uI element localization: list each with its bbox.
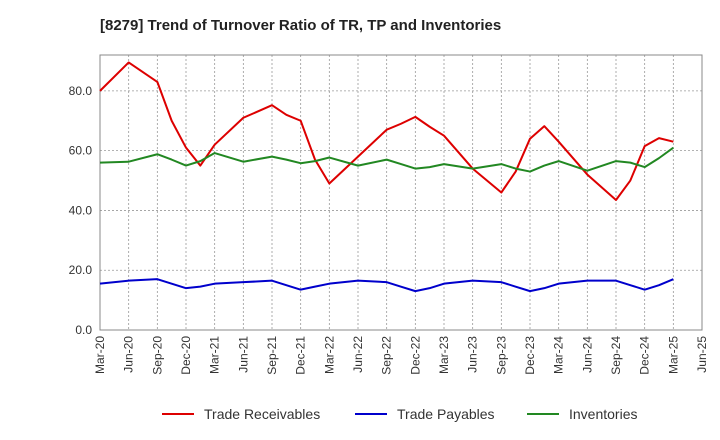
x-tick-label: Jun-23	[466, 336, 480, 373]
series-line	[99, 146, 674, 173]
x-tick-label: Mar-20	[93, 336, 107, 374]
x-tick-label: Mar-25	[666, 336, 680, 374]
x-tick-label: Jun-22	[351, 336, 365, 373]
y-tick-label: 20.0	[69, 263, 93, 277]
grid	[99, 55, 703, 331]
x-tick-label: Sep-23	[494, 336, 508, 375]
x-tick-label: Mar-23	[437, 336, 451, 374]
x-tick-label: Sep-21	[265, 336, 279, 375]
plot-frame	[99, 54, 703, 331]
x-tick-label: Jun-24	[580, 336, 594, 373]
x-tick-label: Dec-24	[638, 336, 652, 375]
series-lines	[99, 61, 674, 293]
x-tick-label: Dec-22	[408, 336, 422, 375]
legend-item: Inventories	[527, 406, 637, 422]
series-line	[99, 61, 674, 201]
x-tick-label: Sep-24	[609, 336, 623, 375]
x-tick-label: Dec-23	[523, 336, 537, 375]
y-axis: 0.0 20.0 40.0 60.0 80.0	[69, 84, 93, 337]
x-tick-label: Jun-21	[236, 336, 250, 373]
series-line	[99, 278, 674, 293]
x-tick-label: Jun-20	[122, 336, 136, 373]
y-tick-label: 0.0	[75, 323, 92, 337]
chart-title: [8279] Trend of Turnover Ratio of TR, TP…	[100, 17, 501, 34]
y-tick-label: 40.0	[69, 203, 93, 217]
legend-label: Trade Receivables	[204, 406, 320, 422]
x-axis: Mar-20 Jun-20 Sep-20 Dec-20 Mar-21 Jun-21 Sep-…	[93, 336, 709, 375]
x-tick-label: Jun-25	[695, 336, 709, 373]
x-tick-label: Sep-22	[380, 336, 394, 375]
legend-label: Trade Payables	[397, 406, 495, 422]
x-tick-label: Mar-24	[552, 336, 566, 374]
y-tick-label: 80.0	[69, 84, 93, 98]
x-tick-label: Dec-21	[294, 336, 308, 375]
y-tick-label: 60.0	[69, 144, 93, 158]
x-tick-label: Sep-20	[150, 336, 164, 375]
legend-label: Inventories	[569, 406, 637, 422]
legend-item: Trade Payables	[355, 406, 495, 422]
x-tick-label: Mar-21	[208, 336, 222, 374]
x-tick-label: Dec-20	[179, 336, 193, 375]
x-tick-label: Mar-22	[322, 336, 336, 374]
legend: Trade Receivables Trade Payables Inventori…	[162, 406, 637, 422]
legend-item: Trade Receivables	[162, 406, 320, 422]
